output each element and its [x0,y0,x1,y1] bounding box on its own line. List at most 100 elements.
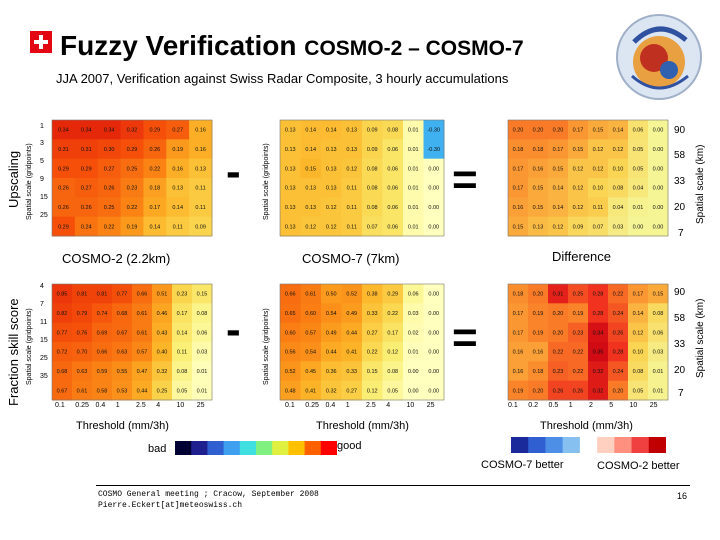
heatmap-cell [648,361,669,382]
heatmap-cell [403,322,424,343]
heatmap-cell [403,380,424,401]
threshold-tick: 0.2 [528,402,538,409]
heatmap-cell [382,120,404,140]
heatmap-cell [192,322,213,343]
heatmap-cell-label: 0.13 [326,166,337,172]
heatmap-cell-label: 0.01 [653,388,664,394]
heatmap-cell-label: 0.12 [367,388,378,394]
heatmap-cell-label: 0.29 [149,128,160,134]
heatmap-cell [588,322,609,343]
heatmap-cell-label: 0.03 [653,350,664,356]
heatmap-cell [189,197,213,218]
heatmap-cell-label: 0.00 [428,311,439,317]
heatmap-cell [280,178,301,198]
heatmap-cell [423,139,445,160]
heatmap-cell [189,139,213,160]
heatmap-cell-label: 0.24 [613,311,624,317]
heatmap-cell [403,284,424,304]
heatmap-cell-label: 0.47 [137,369,148,375]
heatmap-cell [508,178,529,198]
threshold-label: Threshold (mm/3h) [76,420,169,432]
heatmap-cell-label: 0.29 [81,166,92,172]
threshold-tick: 25 [196,402,205,409]
heatmap-cell [548,158,569,179]
heatmap-cell-label: 0.22 [104,224,115,230]
scale-tick: 20 [674,202,686,213]
heatmap-cell-label: 0.26 [58,205,69,211]
heatmap-cell [362,216,383,237]
heatmap-cell [72,361,93,382]
heatmap-cell-label: 0.32 [127,128,138,134]
heatmap-cell [403,139,424,160]
heatmap-cell [166,197,190,218]
heatmap-cell-label: 0.67 [117,330,128,336]
heatmap-cell [143,216,167,237]
heatmap-cell-label: 0.18 [513,292,524,298]
heatmap-cell-label: 0.50 [326,292,337,298]
heatmap-cell [143,178,167,198]
footer-rule [96,485,690,486]
heatmap-cell-label: 0.10 [593,186,604,192]
heatmap-cell-label: 0.01 [408,128,419,134]
heatmap-cell-label: 0.06 [633,128,644,134]
threshold-tick: 10 [629,402,638,409]
heatmap-cell [608,342,629,362]
threshold-tick: 0.1 [285,402,295,409]
heatmap-cell [120,178,144,198]
heatmap-cell [132,284,153,304]
heatmap-cell [112,342,133,362]
heatmap-cell [362,197,383,218]
heatmap-cell-label: 0.44 [137,388,148,394]
heatmap-cell-label: 0.09 [573,224,584,230]
heatmap-cell-label: 0.13 [172,186,183,192]
heatmap-cell [528,158,549,179]
heatmap-border [507,119,669,237]
heatmap-cell [92,303,113,324]
heatmap-cell-label: 0.01 [197,388,208,394]
heatmap-cell [403,342,424,362]
grid-tick: 5 [40,158,44,165]
heatmap-cell-label: 0.36 [326,369,337,375]
heatmap-cell [321,197,342,218]
heatmap-cell [568,361,589,382]
colorbar-swatch [207,441,225,455]
heatmap-cell-label: 0.28 [613,350,624,356]
heatmap-cell [52,197,76,218]
heatmap-cell-label: 0.13 [326,186,337,192]
threshold-tick: 0.25 [305,402,319,409]
heatmap-cell-label: 0.11 [347,224,357,230]
scale-tick: 7 [678,388,684,399]
heatmap-cell-label: 0.16 [172,166,183,172]
heatmap-cell-label: 0.34 [104,128,115,134]
threshold-tick: 2 [589,402,593,409]
heatmap-cell [423,284,445,304]
heatmap-cell [362,178,383,198]
heatmap-cell-label: 0.14 [177,330,188,336]
heatmap-cell [508,284,529,304]
heatmap-cell-label: 0.23 [127,186,138,192]
heatmap-cell-label: 0.65 [285,311,296,317]
heatmap-cell [648,120,669,140]
heatmap-cell [568,158,589,179]
heatmap-cell-label: 0.25 [104,205,115,211]
heatmap-cell-label: 0.52 [346,292,357,298]
threshold-label: Threshold (mm/3h) [540,420,633,432]
colorbar-swatch [239,441,257,455]
heatmap-cell [132,322,153,343]
heatmap-cell [280,322,301,343]
heatmap-cell [382,303,404,324]
heatmap-cell [628,178,649,198]
heatmap-cell [608,139,629,160]
threshold-tick: 0.5 [548,402,559,409]
heatmap-cell [362,139,383,160]
heatmap-cell-label: 0.29 [58,166,69,172]
heatmap-cell [52,342,73,362]
heatmap-cell [92,380,113,401]
heatmap-cell-label: 0.11 [195,205,205,211]
heatmap-cell [321,120,342,140]
threshold-tick: 25 [649,402,658,409]
heatmap-cell [132,303,153,324]
heatmap-cell [648,342,669,362]
heatmap-cell [74,139,99,160]
scale-tick: 90 [674,287,686,298]
